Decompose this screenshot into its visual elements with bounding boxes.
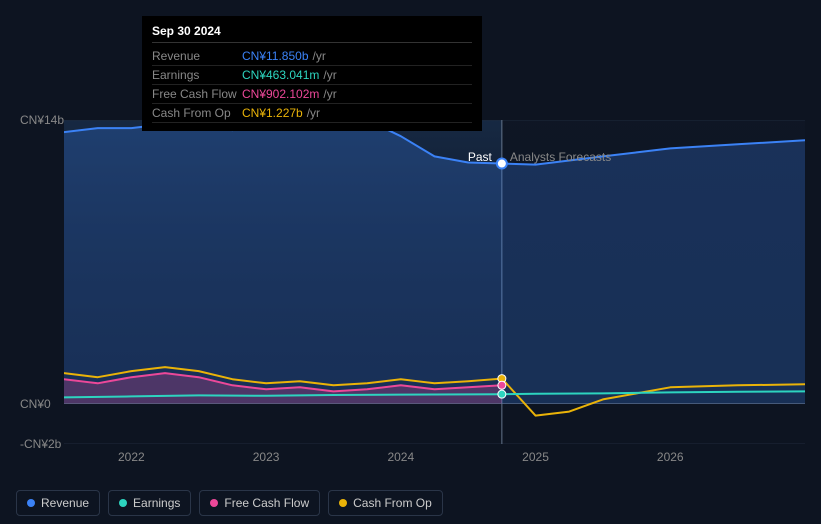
tooltip-value: CN¥11.850b	[242, 49, 309, 63]
legend-item-free-cash-flow[interactable]: Free Cash Flow	[199, 490, 320, 516]
past-label: Past	[468, 150, 492, 164]
tooltip-row: RevenueCN¥11.850b/yr	[152, 47, 472, 66]
tooltip-label: Earnings	[152, 68, 242, 82]
x-axis-label: 2022	[118, 450, 145, 464]
x-axis-label: 2023	[253, 450, 280, 464]
legend-dot-icon	[27, 499, 35, 507]
legend-item-earnings[interactable]: Earnings	[108, 490, 191, 516]
legend-dot-icon	[339, 499, 347, 507]
tooltip-row: Free Cash FlowCN¥902.102m/yr	[152, 85, 472, 104]
legend: Revenue Earnings Free Cash Flow Cash From O…	[16, 490, 443, 516]
legend-label: Cash From Op	[353, 496, 432, 510]
tooltip-row: EarningsCN¥463.041m/yr	[152, 66, 472, 85]
y-axis-label: -CN¥2b	[20, 437, 61, 451]
y-axis-label: CN¥0	[20, 397, 51, 411]
legend-label: Free Cash Flow	[224, 496, 309, 510]
legend-label: Revenue	[41, 496, 89, 510]
legend-dot-icon	[119, 499, 127, 507]
legend-item-cash-from-op[interactable]: Cash From Op	[328, 490, 443, 516]
tooltip-unit: /yr	[323, 68, 336, 82]
legend-item-revenue[interactable]: Revenue	[16, 490, 100, 516]
y-axis-label: CN¥14b	[20, 113, 64, 127]
x-axis-label: 2024	[387, 450, 414, 464]
tooltip-label: Free Cash Flow	[152, 87, 242, 101]
tooltip-label: Revenue	[152, 49, 242, 63]
legend-label: Earnings	[133, 496, 180, 510]
chart-svg	[64, 120, 805, 444]
tooltip-value: CN¥463.041m	[242, 68, 319, 82]
x-axis-label: 2025	[522, 450, 549, 464]
chart-tooltip: Sep 30 2024 RevenueCN¥11.850b/yrEarnings…	[142, 16, 482, 131]
tooltip-value: CN¥902.102m	[242, 87, 319, 101]
x-axis-label: 2026	[657, 450, 684, 464]
tooltip-unit: /yr	[323, 87, 336, 101]
tooltip-row: Cash From OpCN¥1.227b/yr	[152, 104, 472, 123]
forecast-label: Analysts Forecasts	[510, 150, 611, 164]
tooltip-unit: /yr	[307, 106, 320, 120]
tooltip-date: Sep 30 2024	[152, 24, 472, 43]
tooltip-label: Cash From Op	[152, 106, 242, 120]
tooltip-value: CN¥1.227b	[242, 106, 303, 120]
tooltip-unit: /yr	[313, 49, 326, 63]
x-axis: 2022 2023 2024 2025 2026	[64, 450, 805, 470]
chart-plot[interactable]: Past Analysts Forecasts	[64, 120, 805, 444]
legend-dot-icon	[210, 499, 218, 507]
